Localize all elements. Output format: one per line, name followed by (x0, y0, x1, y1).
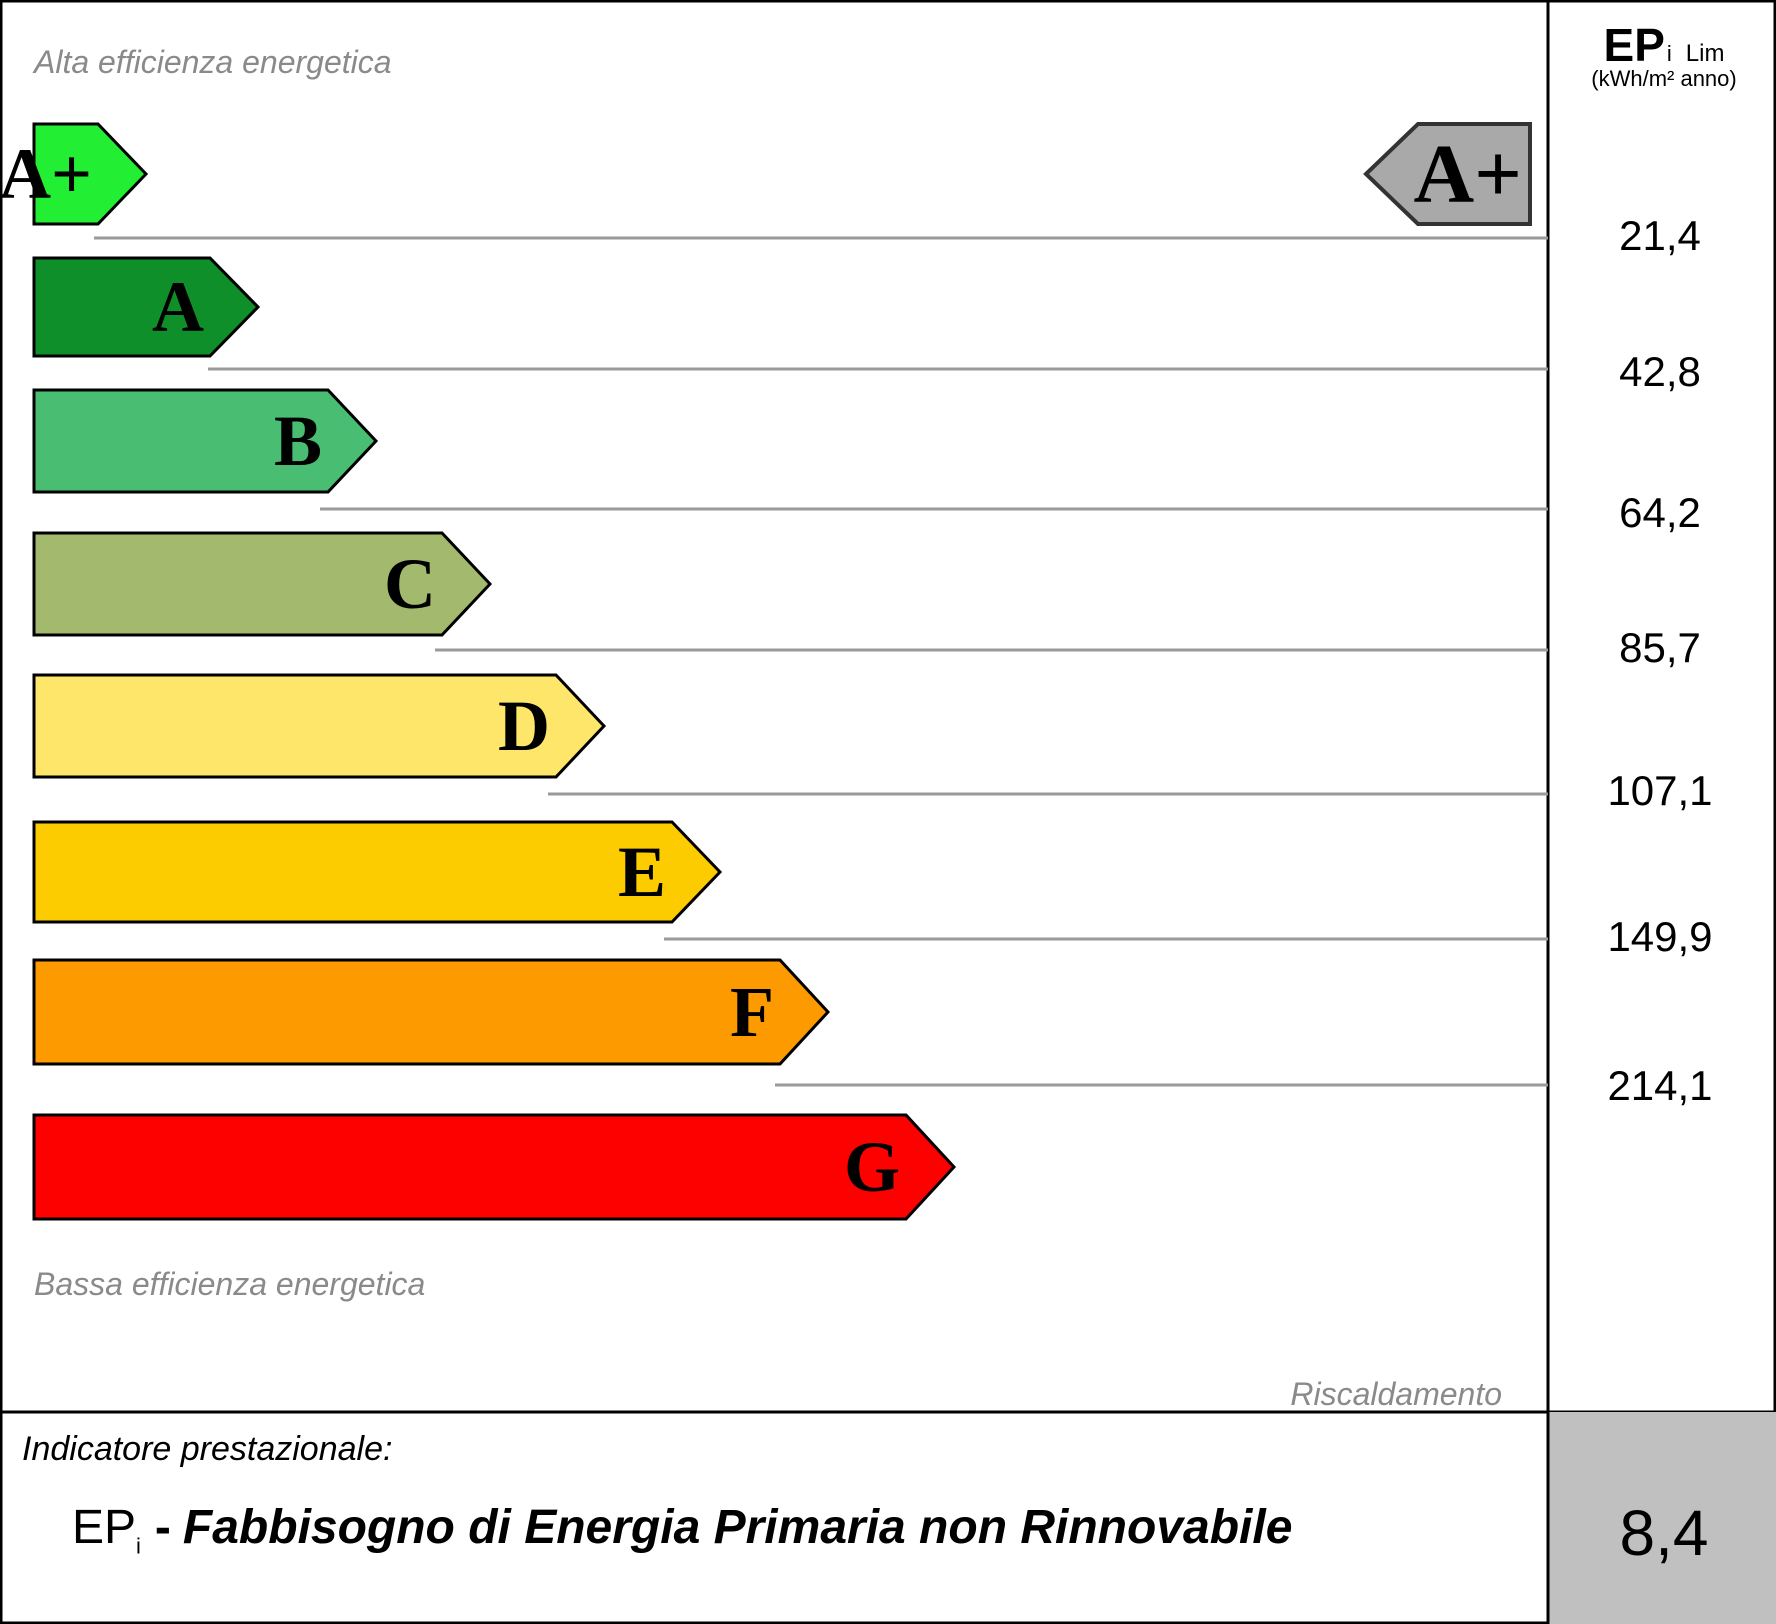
indicator-arrow (1363, 122, 1532, 226)
class-arrow-d (32, 673, 607, 779)
high-efficiency-caption: Alta efficienza energetica (34, 44, 392, 80)
class-label-d: D (498, 686, 550, 766)
heating-section-tag: Riscaldamento (1290, 1376, 1502, 1412)
class-label-a: A (152, 267, 204, 347)
class-label-g: G (844, 1127, 900, 1207)
class-arrow-c (32, 531, 493, 637)
class-arrow-f (32, 958, 831, 1066)
class-arrow-a (32, 256, 261, 358)
class-label-e: E (618, 832, 666, 912)
column-unit: (kWh/m² anno) (1591, 66, 1737, 91)
metric-dash: - (154, 1501, 171, 1554)
limit-value-5: 107,1 (1607, 767, 1712, 814)
class-label-c: C (384, 544, 436, 624)
class-label-f: F (730, 972, 774, 1052)
limit-value-1: 21,4 (1619, 212, 1701, 259)
limit-value-2: 42,8 (1619, 348, 1701, 395)
limit-value-3: 64,2 (1619, 489, 1701, 536)
class-arrow-g (32, 1113, 957, 1221)
limit-value-7: 214,1 (1607, 1062, 1712, 1109)
class-label-a-plus: A+ (0, 134, 92, 214)
limit-value-4: 85,7 (1619, 624, 1701, 671)
metric-name: Fabbisogno di Energia Primaria non Rinno… (182, 1501, 1293, 1554)
class-arrow-a-plus (32, 122, 149, 226)
result-value: 8,4 (1619, 1497, 1709, 1569)
result-cell-background (1548, 1412, 1776, 1624)
indicator-class-label: A+ (1413, 128, 1522, 221)
metric-symbol: EP (72, 1501, 137, 1554)
class-arrow-b (32, 388, 379, 494)
limit-value-6: 149,9 (1607, 913, 1712, 960)
column-heading-subscript: i (1666, 41, 1672, 66)
indicator-label: Indicatore prestazionale: (22, 1430, 393, 1468)
metric-row: EPi - Fabbisogno di Energia Primaria non R… (72, 1500, 1292, 1560)
limit-column-heading: EPi Lim (kWh/m² anno) (1552, 18, 1776, 92)
low-efficiency-caption: Bassa efficienza energetica (34, 1266, 426, 1302)
column-heading-suffix: Lim (1685, 40, 1725, 67)
class-arrow-e (32, 820, 723, 924)
class-label-b: B (274, 401, 322, 481)
metric-symbol-subscript: i (136, 1533, 141, 1559)
column-heading-symbol: EP (1603, 19, 1665, 71)
